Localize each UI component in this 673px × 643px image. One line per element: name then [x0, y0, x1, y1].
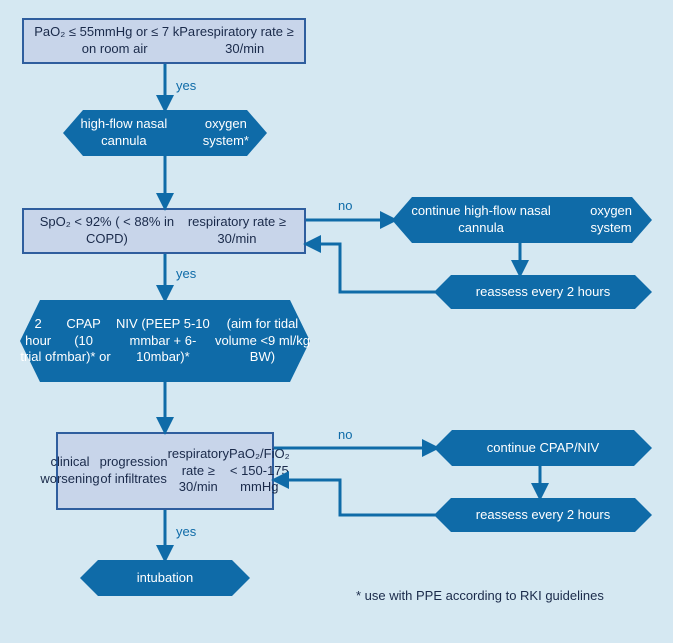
action-label: high-flow nasal cannulaoxygen system* — [63, 110, 267, 156]
flowchart-canvas: PaO₂ ≤ 55mmHg or ≤ 7 kPa on room airresp… — [0, 0, 673, 643]
edge-label: yes — [176, 524, 196, 539]
action-label: continue high-flow nasal cannulaoxygen s… — [392, 197, 652, 243]
node-line: continue high-flow nasal cannula — [392, 203, 570, 237]
action-label: reassess every 2 hours — [434, 498, 652, 532]
flow-arrow — [274, 480, 437, 515]
node-line: oxygen system* — [185, 116, 267, 150]
action-label: continue CPAP/NIV — [434, 430, 652, 466]
node-line: CPAP (10 mbar)* or — [56, 316, 111, 367]
node-line: intubation — [137, 570, 193, 587]
edge-label: no — [338, 198, 352, 213]
action-label: 2 hour trial ofCPAP (10 mbar)* orNIV (PE… — [20, 300, 310, 382]
flow-arrow — [306, 244, 437, 292]
edge-label: yes — [176, 78, 196, 93]
node-line: reassess every 2 hours — [476, 284, 610, 301]
node-line: oxygen system — [570, 203, 652, 237]
node-line: continue CPAP/NIV — [487, 440, 599, 457]
edge-label: yes — [176, 266, 196, 281]
node-line: NIV (PEEP 5-10 mmbar + 6-10mbar)* — [111, 316, 215, 367]
action-label: reassess every 2 hours — [434, 275, 652, 309]
node-line: (aim for tidal volume <9 ml/kg BW) — [215, 316, 310, 367]
action-label: intubation — [80, 560, 250, 596]
node-line: reassess every 2 hours — [476, 507, 610, 524]
node-line: high-flow nasal cannula — [63, 116, 185, 150]
node-line: 2 hour trial of — [20, 316, 56, 367]
edge-label: no — [338, 427, 352, 442]
footnote: * use with PPE according to RKI guidelin… — [356, 588, 604, 603]
